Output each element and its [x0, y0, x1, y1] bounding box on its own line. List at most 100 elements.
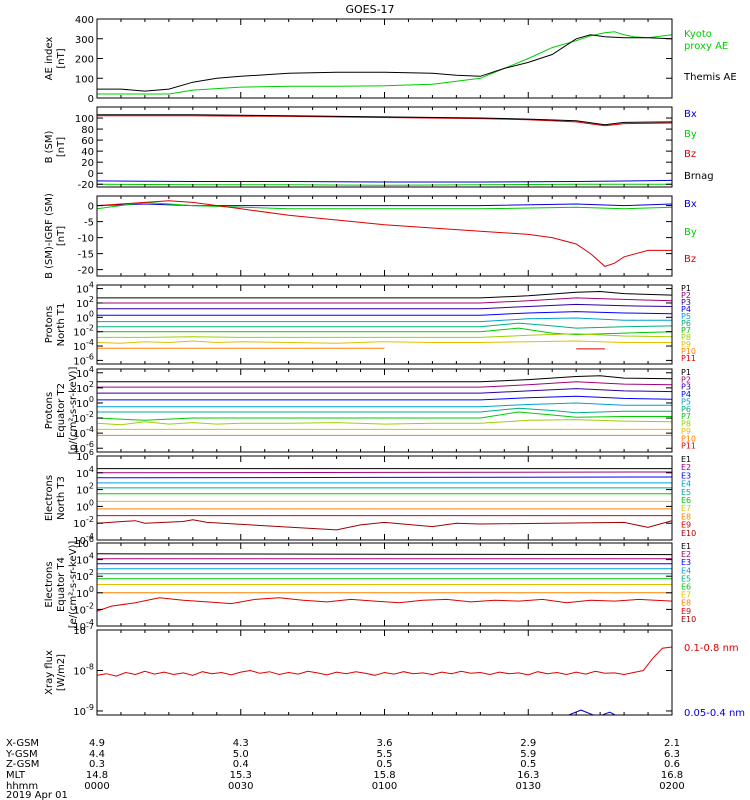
y-tick-label: 100 [76, 585, 94, 600]
time-row-value: 15.3 [230, 770, 252, 781]
y-tick-exponent: -9 [86, 703, 94, 712]
series-E1 [97, 553, 672, 556]
y-tick-base: 10 [76, 589, 89, 600]
y-axis-label: [nT] [56, 48, 67, 68]
y-tick-base: 10 [73, 666, 86, 677]
y-tick-base: 10 [73, 519, 86, 530]
y-tick-exponent: 6 [89, 448, 94, 457]
y-axis-label: Xray flux [44, 650, 55, 695]
legend-item: Bx [684, 199, 697, 210]
y-tick-exponent: -2 [86, 601, 94, 610]
series-P6 [97, 322, 672, 329]
legend-item: E8 [681, 512, 691, 521]
y-tick-label: 102 [76, 380, 94, 395]
y-tick-label: 40 [81, 147, 94, 158]
time-row-value: 5.0 [233, 749, 249, 760]
legend-item: proxy AE [684, 41, 728, 52]
y-tick-exponent: 0 [89, 585, 94, 594]
y-tick-label: 10-4 [73, 618, 94, 633]
legend-item: P6 [681, 319, 691, 328]
y-axis-label: B (SM)-IGRF (SM) [44, 193, 55, 279]
y-axis-label: [nT] [56, 226, 67, 246]
y-tick-label: 104 [76, 281, 94, 296]
series-E2 [97, 471, 672, 474]
panel-frame [96, 106, 673, 188]
y-tick-base: 10 [76, 556, 89, 567]
legend-item: E9 [681, 607, 691, 616]
legend-item: P1 [681, 284, 691, 293]
time-row-value: 0000 [84, 781, 109, 792]
legend-item: E1 [681, 542, 691, 551]
y-tick-base: 10 [73, 429, 86, 440]
y-tick-label: 10-4 [73, 425, 94, 440]
panel-digrf: -20 -15 -10 -5 0 B (SM)-IGRF (SM) [nT] Bx By Bz [44, 193, 697, 279]
time-row-value: 0100 [372, 781, 397, 792]
series-P5 [97, 402, 672, 408]
series-E10 [97, 519, 672, 531]
legend-item: P8 [681, 333, 691, 342]
y-tick-base: 10 [73, 622, 86, 633]
y-axis-label: Electrons [44, 475, 55, 521]
y-axis-label: [nT] [56, 137, 67, 157]
time-row-value: 5.9 [520, 749, 536, 760]
series-0.1-0.8 nm [97, 646, 672, 677]
legend: Bx By Bz [684, 199, 697, 265]
y-tick-exponent: 2 [89, 482, 94, 491]
y-tick-label: 106 [76, 448, 94, 463]
y-tick-label: 104 [76, 552, 94, 567]
y-tick-exponent: 0 [89, 309, 94, 318]
y-tick-label: 80 [81, 125, 94, 136]
y-tick-label: 102 [76, 295, 94, 310]
y-axis-label: Equator T4 [56, 557, 67, 612]
y-tick-label: 10-2 [73, 515, 94, 530]
series-group [97, 646, 672, 715]
series-P3 [97, 388, 672, 394]
y-tick-exponent: 0 [89, 395, 94, 404]
series-P7 [97, 327, 672, 336]
y-tick-label: 400 [75, 15, 94, 26]
y-tick-label: -15 [78, 250, 94, 261]
legend-item: P3 [681, 383, 691, 392]
y-tick-label: 100 [76, 395, 94, 410]
y-tick-exponent: 4 [89, 552, 94, 561]
legend-item: P4 [681, 305, 691, 314]
time-row-value: 16.3 [517, 770, 539, 781]
y-tick-label: 104 [76, 365, 94, 380]
series-0.05-0.4 nm [567, 709, 617, 715]
y-tick-label: -20 [78, 266, 94, 277]
y-tick-label: 100 [76, 498, 94, 513]
y-tick-label: 0 [88, 169, 94, 180]
y-axis-label: AE index [44, 37, 55, 81]
y-tick-exponent: 2 [89, 380, 94, 389]
series-E9 [97, 597, 672, 612]
y-tick-label: 20 [81, 158, 94, 169]
y-tick-label: 102 [76, 482, 94, 497]
y-axis-label: Electrons [44, 561, 55, 607]
legend-item: E10 [681, 529, 696, 538]
legend-item: E2 [681, 463, 691, 472]
legend-item: P11 [681, 354, 696, 363]
y-tick-exponent: 0 [89, 498, 94, 507]
y-tick-base: 10 [76, 452, 89, 463]
series-group [97, 553, 672, 612]
y-tick-exponent: -4 [86, 532, 94, 541]
legend-item: E7 [681, 591, 691, 600]
date-label: 2019 Apr 01 [6, 790, 68, 800]
y-axis-label: [p/(cm²-s-sr-keV)] [68, 367, 79, 455]
legend-item: P11 [681, 442, 696, 451]
legend-item: E1 [681, 455, 691, 464]
y-tick-label: 200 [75, 55, 94, 66]
y-tick-label: 0 [88, 202, 94, 213]
time-row-value: 0.3 [89, 759, 105, 770]
series-P4 [97, 395, 672, 401]
legend-item: 0.05-0.4 nm [684, 708, 745, 719]
y-tick-exponent: 2 [89, 568, 94, 577]
